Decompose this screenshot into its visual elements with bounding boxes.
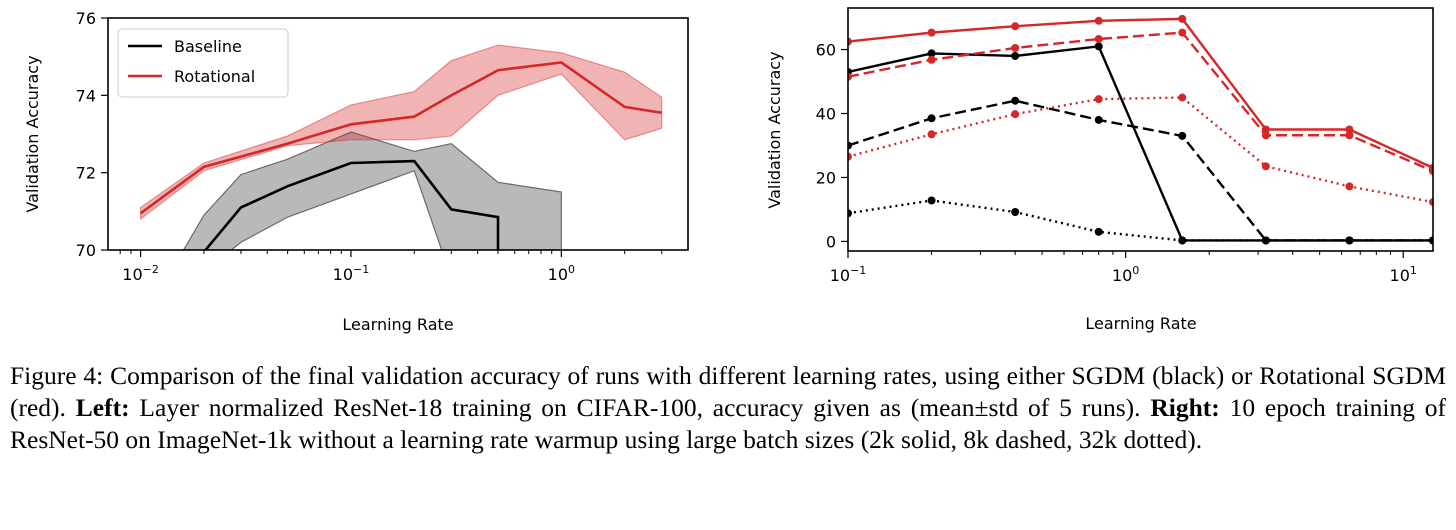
caption-right-label: Right:: [1150, 393, 1220, 422]
right-series-point: [927, 114, 936, 123]
caption-right-text: 10 epoch training of ResNet-50 on ImageN…: [10, 393, 1447, 454]
right-series-line: [848, 31, 1433, 173]
left-xtick-label: 100: [548, 263, 575, 284]
right-series-point: [1429, 198, 1433, 207]
figure: 10−2 10−1 100 70 72 74 76 Learning Rate Valida…: [23, 7, 1434, 334]
right-series-black-dotted: [848, 196, 1433, 245]
right-series-point: [1011, 22, 1020, 31]
right-series-point: [848, 37, 852, 46]
right-series-black-dashed: [848, 96, 1433, 245]
right-ytick-label: 0: [826, 232, 836, 251]
right-series-point: [1094, 42, 1103, 51]
left-plot-frame: [107, 17, 689, 251]
right-series-point: [1011, 207, 1020, 216]
right-plot-frame: [847, 7, 1434, 252]
right-series-point: [848, 72, 852, 81]
right-series-point: [927, 196, 936, 205]
right-series-point: [1178, 131, 1187, 140]
left-ylabel: Validation Accuracy: [23, 55, 42, 212]
right-series-point: [1011, 43, 1020, 52]
baseline-mean-line: [203, 159, 500, 250]
left-xtick-label: 10−2: [122, 263, 159, 284]
right-series-line: [848, 96, 1433, 204]
right-chart: 10−1 100 101 0 20 40 60 Learning Rate Validati…: [765, 7, 1434, 333]
right-series-point: [1094, 95, 1103, 104]
right-xtick-label: 100: [1112, 264, 1139, 285]
right-series-point: [1429, 236, 1433, 245]
rotational-std-band: [139, 44, 663, 221]
right-series-point: [1261, 131, 1270, 140]
right-ylabel: Validation Accuracy: [765, 51, 784, 208]
right-series-point: [927, 49, 936, 58]
left-xtick-label: 10−1: [333, 263, 370, 284]
left-ytick-label: 74: [76, 86, 96, 105]
right-series-point: [1011, 51, 1020, 60]
right-series-point: [1094, 227, 1103, 236]
right-ytick-label: 60: [816, 41, 836, 60]
right-series-point: [927, 55, 936, 64]
right-ytick-label: 20: [816, 168, 836, 187]
right-series-point: [1178, 93, 1187, 102]
legend-label-baseline: Baseline: [174, 37, 242, 56]
right-series-point: [1011, 110, 1020, 119]
caption-intro: Figure 4: Comparison of the final valida…: [10, 361, 1446, 422]
right-series-black-solid: [848, 42, 1433, 245]
right-xtick-label: 10−1: [830, 264, 867, 285]
right-series-point: [1178, 28, 1187, 37]
right-series-point: [1261, 236, 1270, 245]
left-ytick-label: 76: [76, 9, 96, 28]
right-series-red-solid: [848, 14, 1433, 172]
right-series-line: [848, 199, 1433, 242]
right-series-point: [927, 28, 936, 37]
right-series-point: [1011, 96, 1020, 105]
right-series-line: [848, 17, 1433, 169]
caption-left-label: Left:: [75, 393, 130, 422]
right-xlabel: Learning Rate: [1085, 314, 1196, 333]
right-series-point: [1345, 125, 1354, 134]
right-series-point: [1178, 14, 1187, 23]
right-series-point: [1345, 131, 1354, 140]
left-ytick-label: 72: [76, 164, 96, 183]
right-series-point: [848, 209, 852, 218]
right-series-point: [848, 141, 852, 150]
right-series-point: [1178, 236, 1187, 245]
right-series-line: [848, 45, 1433, 242]
right-series-point: [927, 130, 936, 139]
right-series-point: [1094, 35, 1103, 44]
left-chart: 10−2 10−1 100 70 72 74 76 Learning Rate Valida…: [23, 9, 689, 334]
right-series-point: [848, 152, 852, 161]
legend: Baseline Rotational: [117, 28, 289, 98]
baseline-std-band: [182, 131, 562, 250]
right-series-red-dashed: [848, 28, 1433, 176]
right-series-line: [848, 99, 1433, 242]
figure-caption: Figure 4: Comparison of the final valida…: [10, 360, 1446, 456]
rotational-mean-line: [139, 61, 662, 215]
legend-label-rotational: Rotational: [174, 67, 255, 86]
right-series-point: [1094, 115, 1103, 124]
right-ytick-label: 40: [816, 105, 836, 124]
right-series-point: [1345, 182, 1354, 191]
caption-left-text: Layer normalized ResNet-18 training on C…: [139, 393, 1141, 422]
right-xtick-label: 101: [1390, 264, 1417, 285]
right-series-point: [1261, 162, 1270, 171]
right-series-point: [1429, 167, 1433, 176]
left-ytick-label: 70: [76, 241, 96, 260]
right-series-point: [1345, 236, 1354, 245]
left-xlabel: Learning Rate: [342, 315, 453, 334]
right-series-red-dotted: [848, 93, 1433, 207]
right-series-point: [1094, 16, 1103, 25]
